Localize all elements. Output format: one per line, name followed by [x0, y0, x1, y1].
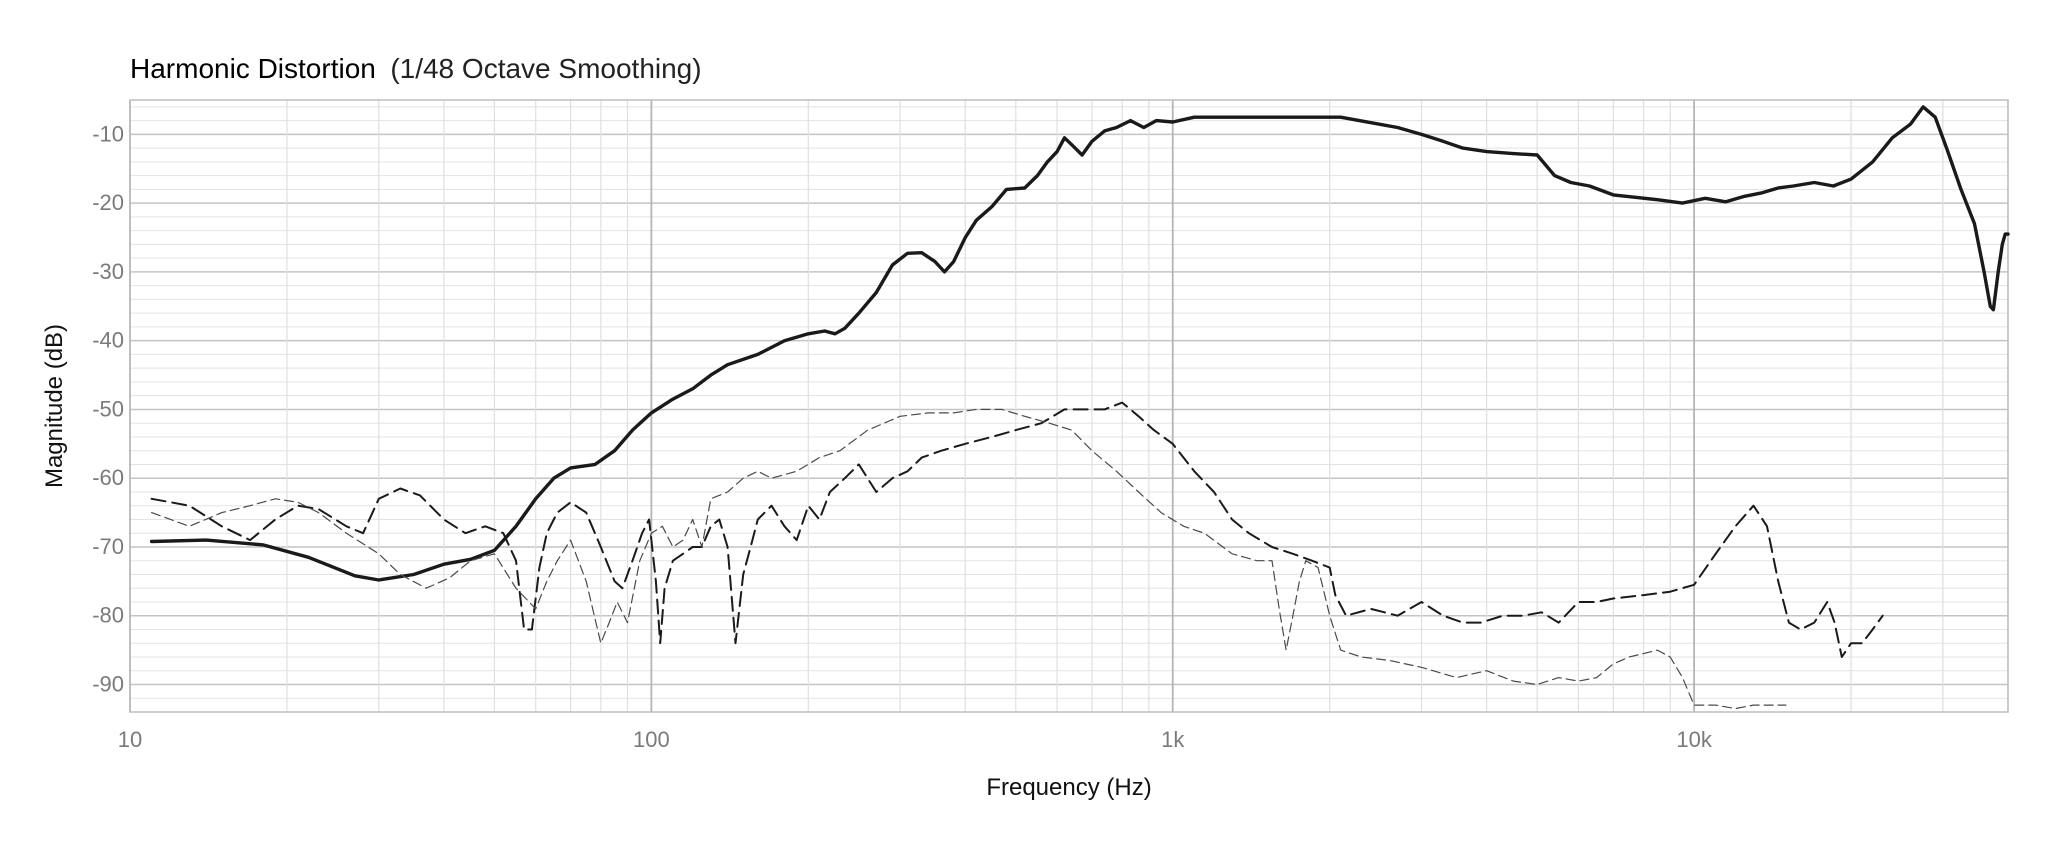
x-tick-labels: 10 100 1k 10k [118, 727, 1713, 752]
x-tick-label: 10 [118, 727, 142, 752]
x-tick-label: 10k [1676, 727, 1712, 752]
x-tick-label: 100 [633, 727, 670, 752]
series-line-2 [150, 401, 1884, 658]
y-tick-label: -30 [92, 259, 124, 284]
y-tick-label: -90 [92, 671, 124, 696]
y-tick-label: -50 [92, 396, 124, 421]
x-axis-label: Frequency (Hz) [986, 774, 1151, 801]
y-tick-label: -40 [92, 328, 124, 353]
y-tick-labels: -10 -20 -30 -40 -50 -60 -70 -80 -90 [92, 121, 124, 696]
series-line-3 [151, 408, 1787, 710]
chart-title-main: Harmonic Distortion [130, 53, 376, 84]
y-tick-label: -10 [92, 121, 124, 146]
series-line-1 [149, 105, 2010, 582]
y-axis-label: Magnitude (dB) [41, 324, 68, 488]
y-tick-label: -60 [92, 465, 124, 490]
chart-title: Harmonic Distortion (1/48 Octave Smoothi… [130, 53, 702, 84]
grid [129, 100, 2009, 713]
y-tick-label: -20 [92, 190, 124, 215]
plot-frame [129, 99, 2009, 713]
chart-subtitle: (1/48 Octave Smoothing) [390, 53, 701, 84]
series-group [149, 105, 2010, 710]
x-tick-label: 1k [1161, 727, 1185, 752]
y-tick-label: -70 [92, 534, 124, 559]
y-tick-label: -80 [92, 603, 124, 628]
